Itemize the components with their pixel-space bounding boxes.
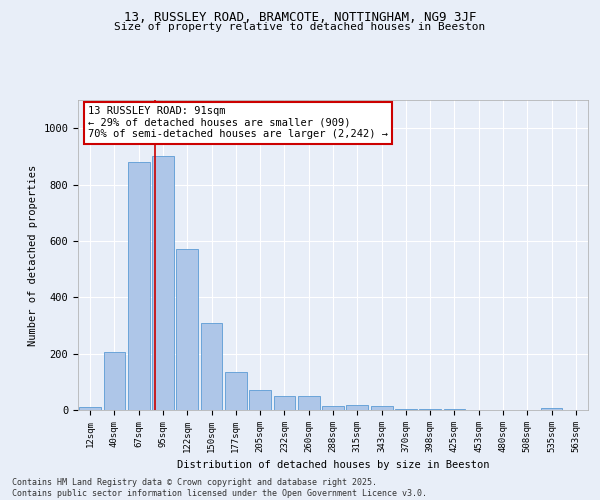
Text: Contains HM Land Registry data © Crown copyright and database right 2025.
Contai: Contains HM Land Registry data © Crown c… — [12, 478, 427, 498]
Bar — [395, 408, 417, 410]
Text: 13, RUSSLEY ROAD, BRAMCOTE, NOTTINGHAM, NG9 3JF: 13, RUSSLEY ROAD, BRAMCOTE, NOTTINGHAM, … — [124, 11, 476, 24]
Text: Size of property relative to detached houses in Beeston: Size of property relative to detached ho… — [115, 22, 485, 32]
Text: 13 RUSSLEY ROAD: 91sqm
← 29% of detached houses are smaller (909)
70% of semi-de: 13 RUSSLEY ROAD: 91sqm ← 29% of detached… — [88, 106, 388, 140]
Bar — [200, 322, 223, 410]
Bar — [274, 396, 295, 410]
Bar — [79, 407, 101, 410]
Bar — [419, 409, 441, 410]
Bar — [128, 162, 149, 410]
Y-axis label: Number of detached properties: Number of detached properties — [28, 164, 38, 346]
Bar — [225, 372, 247, 410]
Bar — [541, 408, 562, 410]
Bar — [249, 390, 271, 410]
Bar — [322, 406, 344, 410]
Bar — [371, 406, 392, 410]
Bar — [346, 405, 368, 410]
Bar — [104, 352, 125, 410]
Bar — [298, 396, 320, 410]
Bar — [176, 250, 198, 410]
X-axis label: Distribution of detached houses by size in Beeston: Distribution of detached houses by size … — [177, 460, 489, 470]
Bar — [152, 156, 174, 410]
